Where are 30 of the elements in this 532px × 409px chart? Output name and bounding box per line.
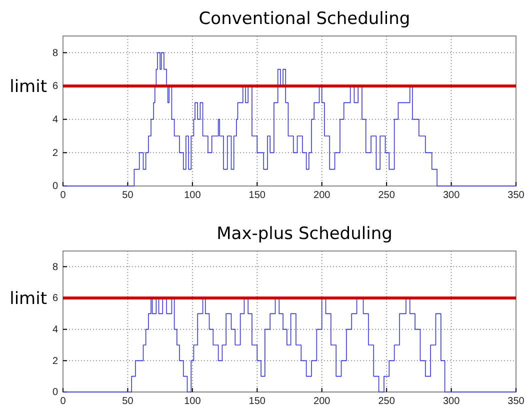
y-tick-label: 2 bbox=[52, 356, 58, 367]
y-tick-label: 6 bbox=[52, 293, 58, 304]
y-tick-label: 0 bbox=[52, 181, 58, 192]
y-tick-label: 4 bbox=[52, 114, 58, 126]
y-tick-label: 6 bbox=[52, 81, 58, 92]
x-tick-label: 200 bbox=[314, 190, 331, 202]
x-tick-label: 150 bbox=[248, 190, 266, 202]
x-tick-label: 100 bbox=[184, 190, 202, 202]
x-tick-label: 300 bbox=[442, 190, 460, 202]
x-tick-label: 50 bbox=[122, 396, 134, 408]
y-tick-label: 8 bbox=[52, 48, 58, 59]
x-tick-label: 0 bbox=[60, 190, 66, 202]
chart-title: Max-plus Scheduling bbox=[216, 224, 392, 244]
x-tick-label: 350 bbox=[508, 190, 525, 202]
x-tick-label: 250 bbox=[378, 190, 396, 202]
x-tick-label: 200 bbox=[314, 396, 331, 408]
y-tick-label: 2 bbox=[52, 148, 58, 159]
x-tick-label: 0 bbox=[60, 396, 66, 408]
ref-line-label: limit bbox=[10, 288, 48, 309]
y-tick-label: 0 bbox=[52, 387, 58, 398]
y-tick-label: 4 bbox=[52, 324, 58, 336]
x-tick-label: 350 bbox=[508, 396, 525, 408]
x-tick-label: 50 bbox=[122, 190, 134, 202]
y-tick-label: 8 bbox=[52, 262, 58, 273]
x-tick-label: 250 bbox=[378, 396, 396, 408]
x-tick-label: 100 bbox=[184, 396, 202, 408]
x-tick-label: 300 bbox=[442, 396, 460, 408]
x-tick-label: 150 bbox=[248, 396, 266, 408]
chart-title: Conventional Scheduling bbox=[198, 9, 410, 29]
ref-line-label: limit bbox=[10, 76, 48, 97]
